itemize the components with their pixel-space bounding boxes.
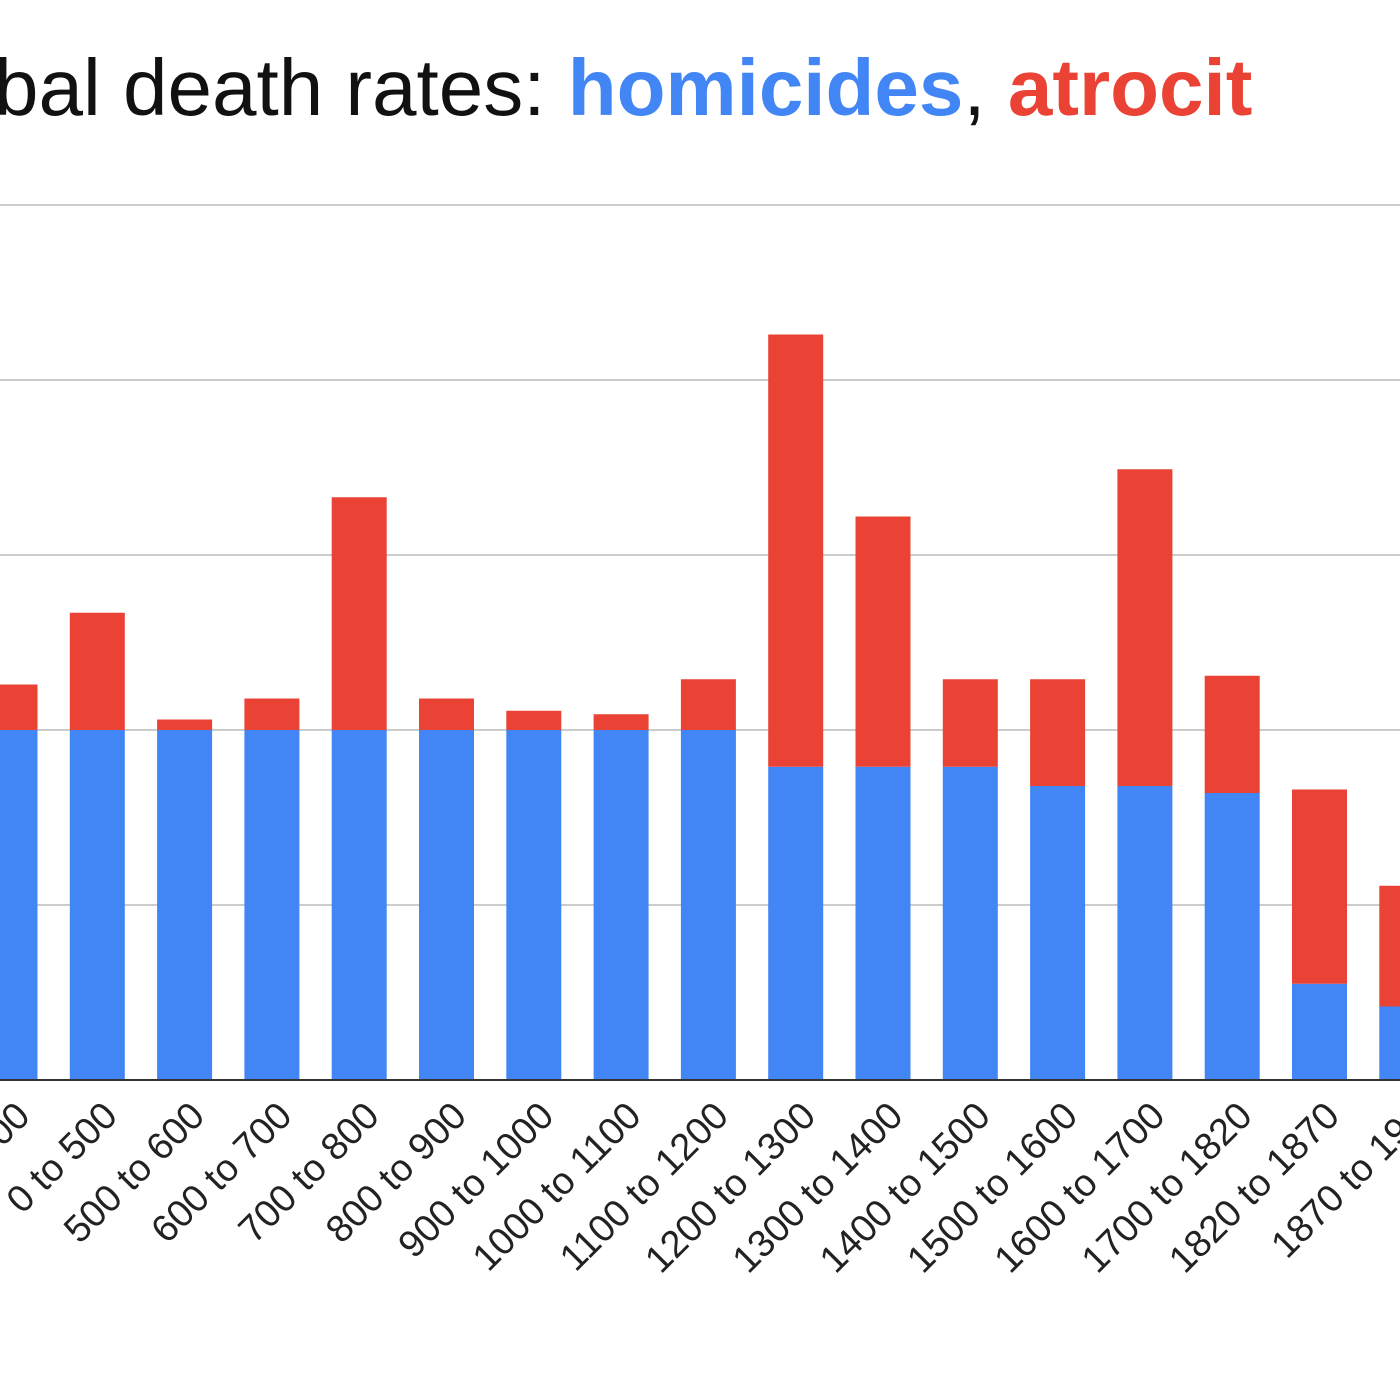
bar-segment [1030,679,1086,786]
bar-segment [331,497,387,730]
bar-segment [419,698,474,730]
bar-segment [855,516,911,767]
bar-segment [680,679,736,730]
bar-segment [506,730,562,1080]
bar-segment [0,684,38,730]
bar-segment [1117,786,1173,1080]
bar-segment [506,710,562,730]
title-series: atrocit [1008,43,1253,132]
bar-segment [855,766,911,1080]
bar-segment [680,730,736,1080]
bar-segment [0,730,38,1080]
bar-segment [768,334,824,767]
chart-title: bal death rates: homicides, atrocit [0,43,1252,132]
bar-segment [1030,786,1086,1080]
bar-segment [244,698,300,730]
bar-segment [157,730,213,1080]
bar-segment [942,679,998,767]
bar-segment [1292,789,1347,984]
bar-segment [1117,469,1173,786]
bars [0,334,1400,1081]
bar-segment [1379,1006,1400,1080]
bar-segment [768,766,824,1080]
bar-segment [69,730,125,1080]
bar-segment [593,730,649,1080]
bar-segment [1292,983,1347,1080]
bar-segment [69,612,125,730]
bar-segment [331,730,387,1080]
bar-segment [1204,675,1260,793]
bar-segment [1379,885,1400,1007]
bar-segment [942,766,998,1080]
title-separator: , [963,43,1007,132]
bar-segment [157,719,213,730]
title-prefix: bal death rates: [0,43,568,132]
bar-segment [244,730,300,1080]
bar-segment [1204,793,1260,1080]
bar-segment [593,714,649,730]
bar-segment [419,730,474,1080]
title-series: homicides [568,43,964,132]
